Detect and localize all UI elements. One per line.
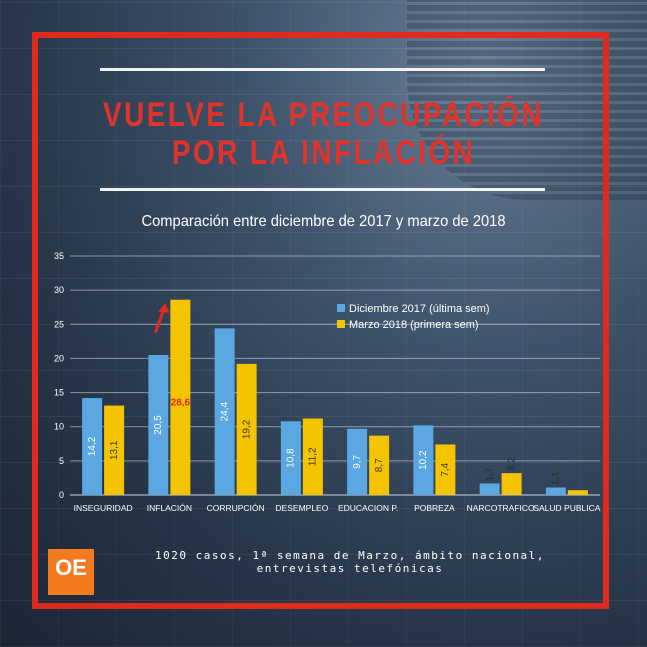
x-tick-label: NARCOTRAFICO (467, 503, 535, 513)
data-label: 13,1 (109, 440, 120, 460)
bottom-rule (100, 188, 545, 191)
title-line-1: VUELVE LA PREOCUPACIÓN (103, 96, 544, 134)
data-label: 20,5 (153, 415, 164, 435)
bar (369, 435, 390, 495)
data-label: 9,7 (352, 454, 363, 468)
legend-swatch (337, 304, 345, 312)
footnote-line-1: 1020 casos, 1ª semana de Marzo, ámbito n… (155, 549, 545, 562)
data-label: 19,2 (241, 419, 252, 439)
bar (435, 444, 456, 495)
bar (82, 398, 103, 495)
bar (501, 473, 522, 495)
bar (347, 428, 368, 495)
legend-swatch (337, 320, 345, 328)
data-label: 28,6 (171, 397, 191, 408)
data-label: 10,8 (286, 448, 297, 468)
data-label: 11,2 (308, 447, 319, 466)
bar (545, 487, 566, 495)
top-rule (100, 68, 545, 71)
x-tick-label: DESEMPLEO (275, 503, 328, 513)
chart-subtitle: Comparación entre diciembre de 2017 y ma… (141, 213, 506, 230)
y-tick-label: 35 (54, 251, 64, 261)
title-line-2: POR LA INFLACIÓN (171, 134, 476, 172)
bar (479, 483, 500, 495)
bar (104, 405, 125, 495)
bar (302, 418, 323, 495)
annotation-arrow-head (158, 302, 170, 313)
bar (236, 363, 257, 495)
y-tick-label: 5 (59, 456, 64, 466)
brand-logo: OE (48, 549, 94, 595)
data-label: 1,1 (551, 471, 562, 485)
y-tick-label: 15 (54, 388, 64, 398)
x-tick-label: CORRUPCIÓN (207, 503, 265, 513)
data-label: 14,2 (87, 436, 98, 456)
data-label: 3,2 (506, 457, 517, 471)
y-tick-label: 25 (54, 319, 64, 329)
data-label: 10,2 (418, 450, 429, 470)
bar (170, 299, 191, 495)
data-label: 1,7 (484, 467, 495, 481)
brand-logo-text: OE (55, 555, 87, 580)
legend-label: Diciembre 2017 (última sem) (349, 303, 490, 315)
red-frame (32, 32, 609, 609)
bar (280, 421, 301, 495)
data-label: 7,4 (440, 462, 451, 476)
bar (214, 328, 235, 495)
data-label: 24,4 (219, 402, 230, 422)
x-tick-label: EDUCACION P. (338, 503, 398, 513)
x-tick-label: INFLACIÓN (147, 503, 192, 513)
x-tick-label: SALUD PUBLICA (533, 503, 600, 513)
x-tick-label: INSEGURIDAD (74, 503, 133, 513)
bar (567, 490, 588, 495)
x-tick-label: POBREZA (414, 503, 455, 513)
bar (148, 355, 169, 495)
y-tick-label: 0 (59, 490, 64, 500)
footnote: 1020 casos, 1ª semana de Marzo, ámbito n… (100, 549, 600, 575)
bar (413, 425, 434, 495)
y-tick-label: 30 (54, 285, 64, 295)
y-tick-label: 10 (54, 422, 64, 432)
legend-label: Marzo 2018 (primera sem) (349, 319, 479, 331)
data-label: 8,7 (374, 458, 385, 472)
y-tick-label: 20 (54, 353, 64, 363)
footnote-line-2: entrevistas telefónicas (256, 562, 444, 575)
